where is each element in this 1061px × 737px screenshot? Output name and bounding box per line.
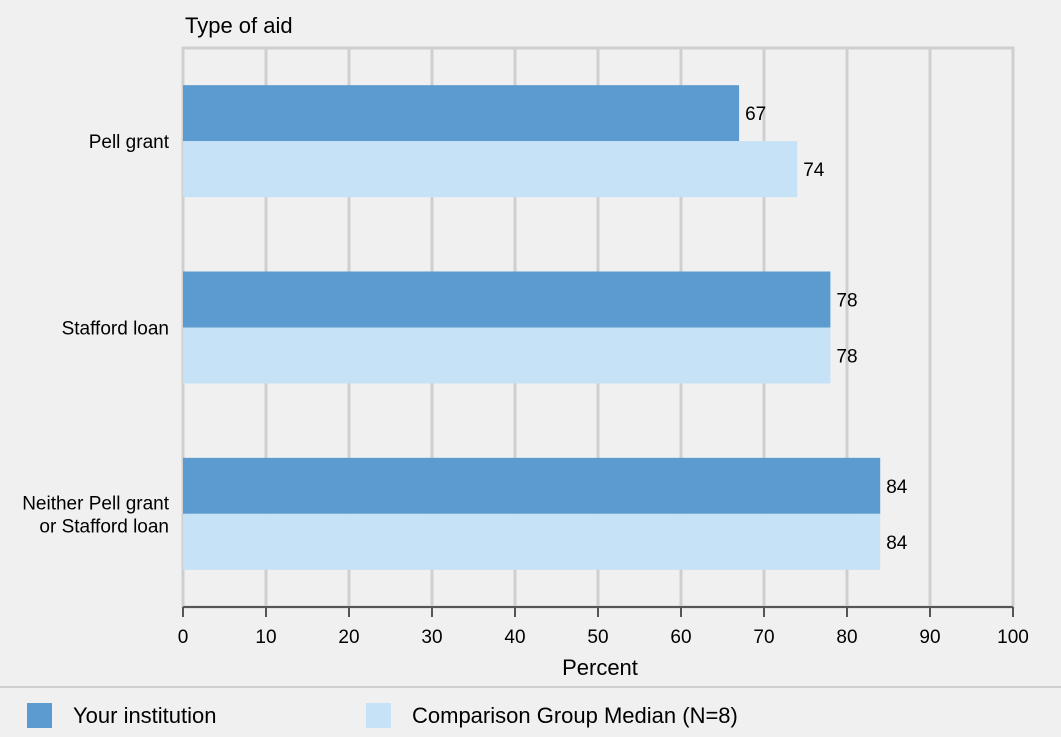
- bar-s0-c0: [183, 85, 740, 142]
- bar-s1-c2: [183, 513, 881, 570]
- category-label-1: Stafford loan: [62, 319, 169, 340]
- x-tick-label-90: 90: [919, 627, 940, 648]
- bar-s1-c0: [183, 141, 798, 198]
- data-label-s1-c2: 84: [886, 533, 908, 554]
- x-tick-label-70: 70: [753, 627, 774, 648]
- category-label-0: Pell grant: [89, 132, 170, 153]
- legend-swatch-1: [366, 703, 391, 728]
- x-tick-label-80: 80: [836, 627, 857, 648]
- legend-swatch-0: [27, 703, 52, 728]
- bar-s1-c1: [183, 327, 831, 384]
- data-label-s1-c1: 78: [836, 347, 857, 368]
- data-label-s1-c0: 74: [803, 160, 825, 181]
- x-tick-label-60: 60: [670, 627, 691, 648]
- x-tick-label-50: 50: [587, 627, 608, 648]
- x-tick-label-100: 100: [997, 627, 1029, 648]
- x-axis-title: Percent: [562, 655, 638, 680]
- bar-s0-c1: [183, 271, 831, 328]
- bars: 67 74 78 78 84 84: [183, 85, 908, 570]
- legend-label-1: Comparison Group Median (N=8): [412, 703, 738, 728]
- data-label-s0-c1: 78: [836, 291, 857, 312]
- x-tick-label-0: 0: [178, 627, 189, 648]
- data-label-s0-c2: 84: [886, 477, 908, 498]
- y-axis-title: Type of aid: [185, 13, 293, 38]
- category-label-2: Neither Pell grant or Stafford loan: [22, 493, 170, 537]
- x-tick-label-10: 10: [255, 627, 276, 648]
- legend-label-0: Your institution: [73, 703, 217, 728]
- data-label-s0-c0: 67: [745, 104, 766, 125]
- legend: Your institution Comparison Group Median …: [27, 703, 738, 728]
- bar-s0-c2: [183, 457, 881, 514]
- x-tick-label-30: 30: [421, 627, 442, 648]
- axes: Pell grant Stafford loan Neither Pell gran…: [22, 132, 1029, 648]
- x-tick-label-20: 20: [338, 627, 359, 648]
- x-tick-label-40: 40: [504, 627, 525, 648]
